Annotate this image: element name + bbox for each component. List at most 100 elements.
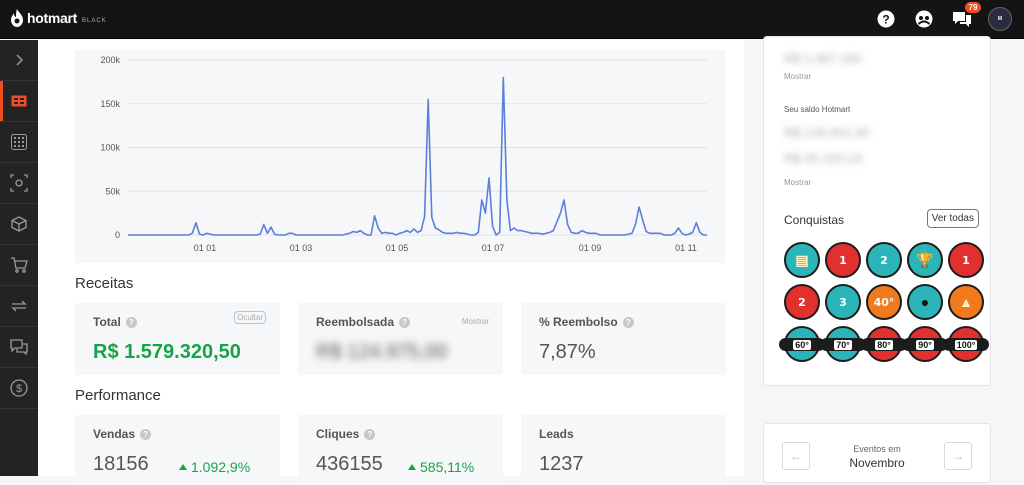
y-tick-label: 0 <box>115 230 120 240</box>
money-icon: $ <box>10 379 28 397</box>
card-total: Total? Ocultar R$ 1.579.320,50 <box>75 303 280 375</box>
balance-card: R$ 1.987.345 Mostrar Seu saldo Hotmart R… <box>763 36 991 386</box>
sidebar-item-apps[interactable] <box>0 122 38 163</box>
performance-title: Performance <box>75 387 161 404</box>
achievement-badge[interactable]: 3 <box>825 284 861 320</box>
sales-chart: 200k 150k 100k 50k 0 01 01 01 03 01 05 01 07 01 0… <box>75 50 725 263</box>
ocultar-button[interactable]: Ocultar <box>234 311 266 324</box>
card-pct-reembolso-label: % Reembolso <box>539 315 618 329</box>
chat-icon <box>10 339 28 355</box>
hidden-value: R$ 128.452,30 <box>784 125 870 140</box>
x-tick-label: 01 01 <box>194 243 217 253</box>
sidebar-item-products[interactable] <box>0 204 38 245</box>
card-pct-reembolso-value: 7,87% <box>539 341 596 363</box>
prev-month-button[interactable]: ← <box>782 442 810 470</box>
ver-todas-button[interactable]: Ver todas <box>926 209 979 228</box>
sidebar-item-finance[interactable]: $ <box>0 368 38 409</box>
arrow-right-icon: → <box>952 449 964 463</box>
achievement-badge[interactable]: 2 <box>866 242 902 278</box>
avatar[interactable]: M <box>988 7 1012 31</box>
help-icon[interactable]: ? <box>140 428 152 440</box>
dashboard-icon <box>11 95 27 107</box>
achievement-badge[interactable]: 60° <box>779 326 825 362</box>
events-label: Eventos em <box>853 444 901 454</box>
y-tick-label: 200k <box>100 55 120 65</box>
achievement-badge[interactable]: ▤ <box>784 242 820 278</box>
achievement-badge[interactable]: 90° <box>902 326 948 362</box>
card-total-value: R$ 1.579.320,50 <box>93 341 241 363</box>
arrow-up-icon <box>179 464 187 470</box>
hidden-value: R$ 45.320,19 <box>784 151 863 166</box>
box-icon <box>11 216 27 232</box>
hidden-value: R$ 1.987.345 <box>784 51 863 66</box>
messages-icon[interactable]: 79 <box>950 2 981 31</box>
achievement-badge[interactable]: 🏆 <box>907 242 943 278</box>
achievement-badge[interactable]: ● <box>907 284 943 320</box>
sidebar-item-messages[interactable] <box>0 327 38 368</box>
sidebar-item-subscriptions[interactable] <box>0 286 38 327</box>
help-icon[interactable]: ? <box>622 316 634 328</box>
achievement-badge[interactable]: 1 <box>948 242 984 278</box>
mostrar-button[interactable]: Mostrar <box>461 317 489 326</box>
help-icon[interactable]: ? <box>125 316 137 328</box>
saldo-label: Seu saldo Hotmart <box>784 105 851 114</box>
x-tick-label: 01 11 <box>675 243 697 253</box>
top-bar: hotmart BLACK ? 79 M <box>0 0 1024 39</box>
sidebar: $ <box>0 40 38 476</box>
help-icon[interactable]: ? <box>874 7 898 31</box>
y-tick-label: 100k <box>100 143 120 153</box>
card-vendas-label: Vendas <box>93 427 136 441</box>
card-leads: Leads 1237 <box>521 415 726 485</box>
events-card: ← Eventos em Novembro → <box>763 423 991 483</box>
card-cliques-label: Cliques <box>316 427 360 441</box>
hotmart-logo[interactable]: hotmart BLACK <box>10 9 107 27</box>
card-reembolsada: Reembolsada? Mostrar R$ 124.975,00 <box>298 303 503 375</box>
brand-tier: BLACK <box>82 18 107 24</box>
sidebar-expand[interactable] <box>0 40 38 81</box>
help-icon[interactable]: ? <box>399 316 411 328</box>
recurrence-icon <box>11 300 27 312</box>
card-leads-value: 1237 <box>539 453 584 475</box>
arrow-left-icon: ← <box>790 449 802 463</box>
sidebar-item-purchases[interactable] <box>0 245 38 286</box>
vendas-delta: 1.092,9% <box>179 459 250 475</box>
top-icons: ? 79 M <box>874 2 1012 31</box>
series-line <box>128 76 707 236</box>
events-month: Novembro <box>849 456 905 470</box>
card-leads-label: Leads <box>539 427 574 441</box>
mostrar-link[interactable]: Mostrar <box>784 72 812 81</box>
card-reembolsada-label: Reembolsada <box>316 315 395 329</box>
affiliates-icon <box>10 174 28 192</box>
community-icon[interactable] <box>912 7 936 31</box>
main-content: 200k 150k 100k 50k 0 01 01 01 03 01 05 01 07 01 0… <box>38 40 744 485</box>
help-icon[interactable]: ? <box>364 428 376 440</box>
achievement-badge[interactable]: 40° <box>866 284 902 320</box>
achievement-badge[interactable]: 2 <box>784 284 820 320</box>
x-tick-label: 01 05 <box>386 243 409 253</box>
sales-line-chart: 200k 150k 100k 50k 0 01 01 01 03 01 05 01 07 01 0… <box>100 55 707 253</box>
card-vendas: Vendas? 18156 1.092,9% <box>75 415 280 485</box>
svg-text:?: ? <box>882 13 889 27</box>
card-pct-reembolso: % Reembolso? 7,87% <box>521 303 726 375</box>
card-reembolsada-value: R$ 124.975,00 <box>316 341 448 363</box>
brand-name: hotmart <box>27 10 78 26</box>
sidebar-item-affiliates[interactable] <box>0 163 38 204</box>
receitas-title: Receitas <box>75 275 134 292</box>
achievement-badge[interactable]: 80° <box>861 326 907 362</box>
cliques-delta: 585,11% <box>408 459 474 475</box>
achievement-badge[interactable]: 70° <box>820 326 866 362</box>
x-tick-label: 01 07 <box>482 243 505 253</box>
achievement-badge[interactable]: ▲ <box>948 284 984 320</box>
grid-icon <box>11 134 27 150</box>
achievement-badge[interactable]: 100° <box>943 326 989 362</box>
achievements-grid: ▤ 1 2 🏆 1 2 3 40° ● ▲ 60° 70° 80° 90° 100° <box>779 242 989 362</box>
x-tick-label: 01 09 <box>579 243 602 253</box>
card-total-label: Total <box>93 315 121 329</box>
right-panel: R$ 1.987.345 Mostrar Seu saldo Hotmart R… <box>744 36 1024 483</box>
sidebar-item-dashboard[interactable] <box>0 81 38 122</box>
notification-badge: 79 <box>965 2 981 13</box>
next-month-button[interactable]: → <box>944 442 972 470</box>
arrow-up-icon <box>408 464 416 470</box>
mostrar-link[interactable]: Mostrar <box>784 178 812 187</box>
achievement-badge[interactable]: 1 <box>825 242 861 278</box>
